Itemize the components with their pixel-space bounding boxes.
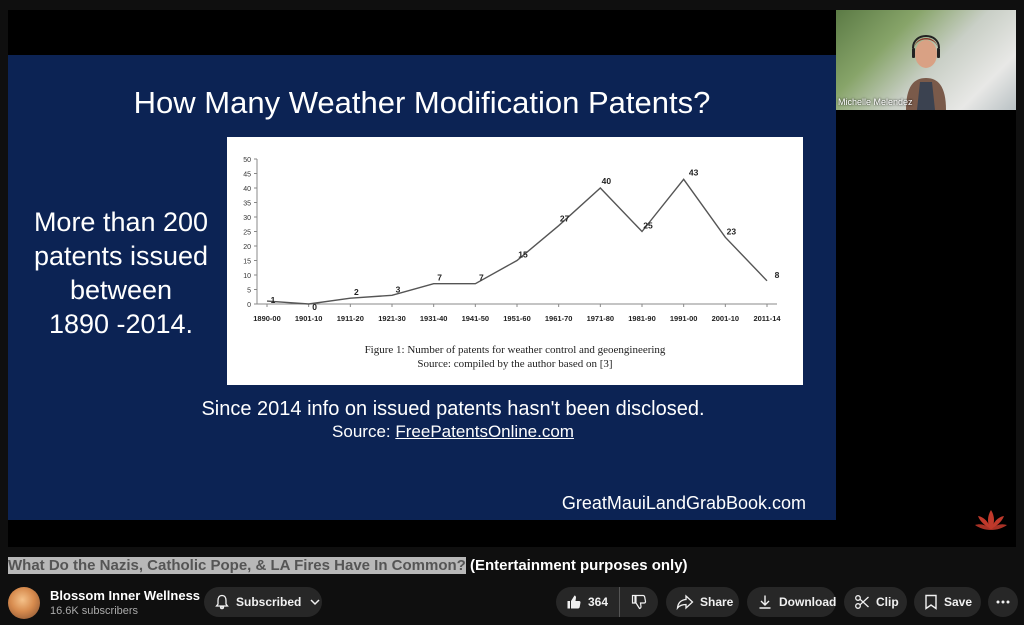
subscriber-count: 16.6K subscribers xyxy=(50,605,139,617)
download-button[interactable]: Download xyxy=(747,587,836,617)
y-tick-label: 25 xyxy=(243,230,251,237)
x-tick-label: 1981-90 xyxy=(628,314,656,323)
data-label: 7 xyxy=(479,273,484,283)
x-tick-label: 1951-60 xyxy=(503,314,531,323)
clip-button[interactable]: Clip xyxy=(844,587,907,617)
x-tick-label: 2001-10 xyxy=(712,314,740,323)
patent-chart: 0 5 10 15 20 25 30 35 40 45 50 1890-00 1901-10 1911-2… xyxy=(227,137,803,385)
y-tick-label: 30 xyxy=(243,215,251,222)
x-tick-label: 1941-50 xyxy=(462,314,490,323)
presentation-slide: How Many Weather Modification Patents? M… xyxy=(8,55,836,520)
presenter-name: Michelle Melendez xyxy=(838,97,913,107)
more-actions-button[interactable] xyxy=(988,587,1018,617)
data-label: 25 xyxy=(643,221,653,231)
data-label: 7 xyxy=(437,273,442,283)
video-title-highlight: What Do the Nazis, Catholic Pope, & LA F… xyxy=(8,557,466,574)
x-tick-label: 1890-00 xyxy=(253,314,281,323)
share-button[interactable]: Share xyxy=(666,587,739,617)
data-label: 2 xyxy=(354,287,359,297)
y-tick-label: 45 xyxy=(243,172,251,179)
share-label: Share xyxy=(700,595,734,609)
x-tick-label: 1901-10 xyxy=(295,314,323,323)
source-prefix: Source: xyxy=(332,422,396,441)
source-line: Source: FreePatentsOnline.com xyxy=(103,422,803,442)
y-tick-label: 10 xyxy=(243,273,251,280)
video-player[interactable]: How Many Weather Modification Patents? M… xyxy=(8,10,1016,547)
x-tick-label: 1991-00 xyxy=(670,314,698,323)
data-label: 23 xyxy=(727,226,737,236)
more-icon xyxy=(996,600,1010,604)
scissors-icon xyxy=(855,595,869,609)
patents-series-line xyxy=(266,178,768,305)
data-label: 3 xyxy=(396,284,401,294)
y-tick-label: 50 xyxy=(243,157,251,164)
y-tick-label: 20 xyxy=(243,244,251,251)
y-tick-label: 0 xyxy=(247,302,251,309)
channel-action-bar: Blossom Inner Wellness 16.6K subscribers… xyxy=(8,587,1018,619)
share-icon xyxy=(676,594,694,610)
slide-title: How Many Weather Modification Patents? xyxy=(133,85,711,120)
data-label: 0 xyxy=(312,302,317,312)
data-label: 27 xyxy=(560,214,570,224)
subscribed-button[interactable]: Subscribed xyxy=(204,587,322,617)
slide-claim: More than 200 patents issued between 189… xyxy=(16,205,226,341)
slide-claim-line: between xyxy=(69,275,173,305)
thumbs-down-icon xyxy=(631,594,647,610)
data-label: 1 xyxy=(271,295,276,305)
y-tick-label: 5 xyxy=(247,288,251,295)
presenter-figure xyxy=(906,35,946,110)
clip-label: Clip xyxy=(876,595,899,609)
like-count: 364 xyxy=(588,595,609,609)
like-button[interactable]: 364 xyxy=(556,587,620,617)
y-tick-label: 40 xyxy=(243,186,251,193)
like-dislike-group: 364 xyxy=(556,587,658,617)
slide-claim-line: patents issued xyxy=(33,241,209,271)
x-tick-label: 1931-40 xyxy=(420,314,448,323)
slide-claim-line: More than 200 xyxy=(33,207,209,237)
webcam-overlay: Michelle Melendez xyxy=(836,10,1016,110)
x-tick-label: 1911-20 xyxy=(337,314,364,323)
subscribed-label: Subscribed xyxy=(236,595,302,609)
bookmark-icon xyxy=(925,594,937,610)
channel-name[interactable]: Blossom Inner Wellness xyxy=(50,588,201,603)
brand-url: GreatMauiLandGrabBook.com xyxy=(561,493,806,513)
data-label: 15 xyxy=(518,250,528,260)
source-link[interactable]: FreePatentsOnline.com xyxy=(395,422,574,441)
y-tick-label: 15 xyxy=(243,259,251,266)
chart-caption: Figure 1: Number of patents for weather … xyxy=(364,344,666,356)
dislike-button[interactable] xyxy=(620,594,658,610)
data-label: 40 xyxy=(602,176,612,186)
video-title: What Do the Nazis, Catholic Pope, & LA F… xyxy=(8,557,688,574)
y-tick-label: 35 xyxy=(243,201,251,208)
save-label: Save xyxy=(944,595,973,609)
bell-icon xyxy=(215,594,229,610)
x-tick-label: 1971-80 xyxy=(587,314,615,323)
lotus-logo-icon xyxy=(975,510,1007,530)
x-tick-label: 1921-30 xyxy=(378,314,406,323)
x-tick-label: 2011-14 xyxy=(753,314,781,323)
slide-claim-line: 1890 -2014. xyxy=(48,309,194,339)
thumbs-up-icon xyxy=(567,595,581,609)
channel-avatar[interactable] xyxy=(8,587,40,619)
download-label: Download xyxy=(779,595,837,609)
x-tick-label: 1961-70 xyxy=(545,314,573,323)
download-icon xyxy=(759,595,771,609)
chart-source: Source: compiled by the author based on … xyxy=(417,358,613,370)
save-button[interactable]: Save xyxy=(914,587,981,617)
data-label: 43 xyxy=(689,167,699,177)
data-label: 8 xyxy=(775,270,780,280)
chevron-down-icon xyxy=(310,599,320,606)
disclosure-note: Since 2014 info on issued patents hasn't… xyxy=(201,398,705,420)
video-title-rest: (Entertainment purposes only) xyxy=(465,557,688,574)
